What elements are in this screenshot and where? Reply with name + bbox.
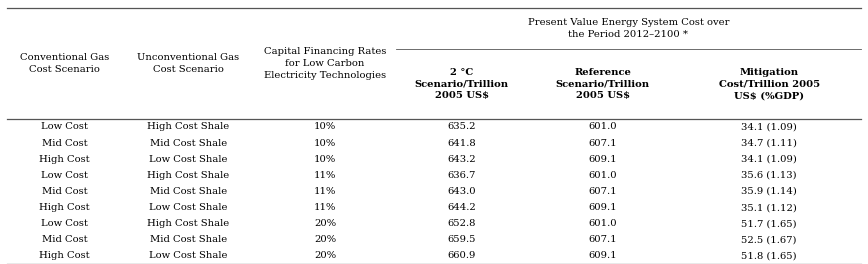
Text: 2 °C
Scenario/Trillion
2005 US$: 2 °C Scenario/Trillion 2005 US$ <box>415 68 509 100</box>
Text: 609.1: 609.1 <box>589 155 617 164</box>
Text: Mid Cost: Mid Cost <box>42 187 88 196</box>
Text: Capital Financing Rates
for Low Carbon
Electricity Technologies: Capital Financing Rates for Low Carbon E… <box>264 47 386 80</box>
Text: High Cost Shale: High Cost Shale <box>148 122 229 131</box>
Text: 52.5 (1.67): 52.5 (1.67) <box>741 235 797 244</box>
Text: 10%: 10% <box>314 122 336 131</box>
Text: 601.0: 601.0 <box>589 171 617 180</box>
Text: 659.5: 659.5 <box>448 235 476 244</box>
Text: 601.0: 601.0 <box>589 219 617 228</box>
Text: Mid Cost Shale: Mid Cost Shale <box>150 235 227 244</box>
Text: Low Cost: Low Cost <box>41 171 88 180</box>
Text: 20%: 20% <box>314 251 336 260</box>
Text: 607.1: 607.1 <box>589 235 617 244</box>
Text: 643.2: 643.2 <box>447 155 476 164</box>
Text: Low Cost Shale: Low Cost Shale <box>149 251 227 260</box>
Text: 34.1 (1.09): 34.1 (1.09) <box>741 122 797 131</box>
Text: 644.2: 644.2 <box>447 203 477 212</box>
Text: 20%: 20% <box>314 235 336 244</box>
Text: 10%: 10% <box>314 139 336 148</box>
Text: 11%: 11% <box>314 187 336 196</box>
Text: Reference
Scenario/Trillion
2005 US$: Reference Scenario/Trillion 2005 US$ <box>556 68 650 100</box>
Text: 20%: 20% <box>314 219 336 228</box>
Text: Mid Cost Shale: Mid Cost Shale <box>150 139 227 148</box>
Text: 609.1: 609.1 <box>589 251 617 260</box>
Text: Conventional Gas
Cost Scenario: Conventional Gas Cost Scenario <box>20 53 109 74</box>
Text: Mitigation
Cost/Trillion 2005
US$ (%GDP): Mitigation Cost/Trillion 2005 US$ (%GDP) <box>719 68 819 100</box>
Text: 643.0: 643.0 <box>447 187 476 196</box>
Text: Unconventional Gas
Cost Scenario: Unconventional Gas Cost Scenario <box>137 53 240 74</box>
Text: 34.1 (1.09): 34.1 (1.09) <box>741 155 797 164</box>
Text: 51.7 (1.65): 51.7 (1.65) <box>741 219 797 228</box>
Text: High Cost: High Cost <box>39 203 90 212</box>
Text: 641.8: 641.8 <box>447 139 477 148</box>
Text: 11%: 11% <box>314 203 336 212</box>
Text: 609.1: 609.1 <box>589 203 617 212</box>
Text: 51.8 (1.65): 51.8 (1.65) <box>741 251 797 260</box>
Text: 601.0: 601.0 <box>589 122 617 131</box>
Text: 652.8: 652.8 <box>448 219 476 228</box>
Text: High Cost Shale: High Cost Shale <box>148 219 229 228</box>
Text: 35.6 (1.13): 35.6 (1.13) <box>741 171 797 180</box>
Text: Mid Cost Shale: Mid Cost Shale <box>150 187 227 196</box>
Text: High Cost Shale: High Cost Shale <box>148 171 229 180</box>
Text: Low Cost Shale: Low Cost Shale <box>149 155 227 164</box>
Text: 660.9: 660.9 <box>448 251 476 260</box>
Text: 35.1 (1.12): 35.1 (1.12) <box>741 203 797 212</box>
Text: Low Cost Shale: Low Cost Shale <box>149 203 227 212</box>
Text: 34.7 (1.11): 34.7 (1.11) <box>741 139 797 148</box>
Text: Present Value Energy System Cost over
the Period 2012–2100 *: Present Value Energy System Cost over th… <box>528 18 729 39</box>
Text: High Cost: High Cost <box>39 155 90 164</box>
Text: Low Cost: Low Cost <box>41 122 88 131</box>
Text: 607.1: 607.1 <box>589 139 617 148</box>
Text: 635.2: 635.2 <box>448 122 476 131</box>
Text: 636.7: 636.7 <box>448 171 476 180</box>
Text: Low Cost: Low Cost <box>41 219 88 228</box>
Text: 10%: 10% <box>314 155 336 164</box>
Text: 35.9 (1.14): 35.9 (1.14) <box>741 187 797 196</box>
Text: 607.1: 607.1 <box>589 187 617 196</box>
Text: Mid Cost: Mid Cost <box>42 235 88 244</box>
Text: Mid Cost: Mid Cost <box>42 139 88 148</box>
Text: High Cost: High Cost <box>39 251 90 260</box>
Text: 11%: 11% <box>314 171 336 180</box>
